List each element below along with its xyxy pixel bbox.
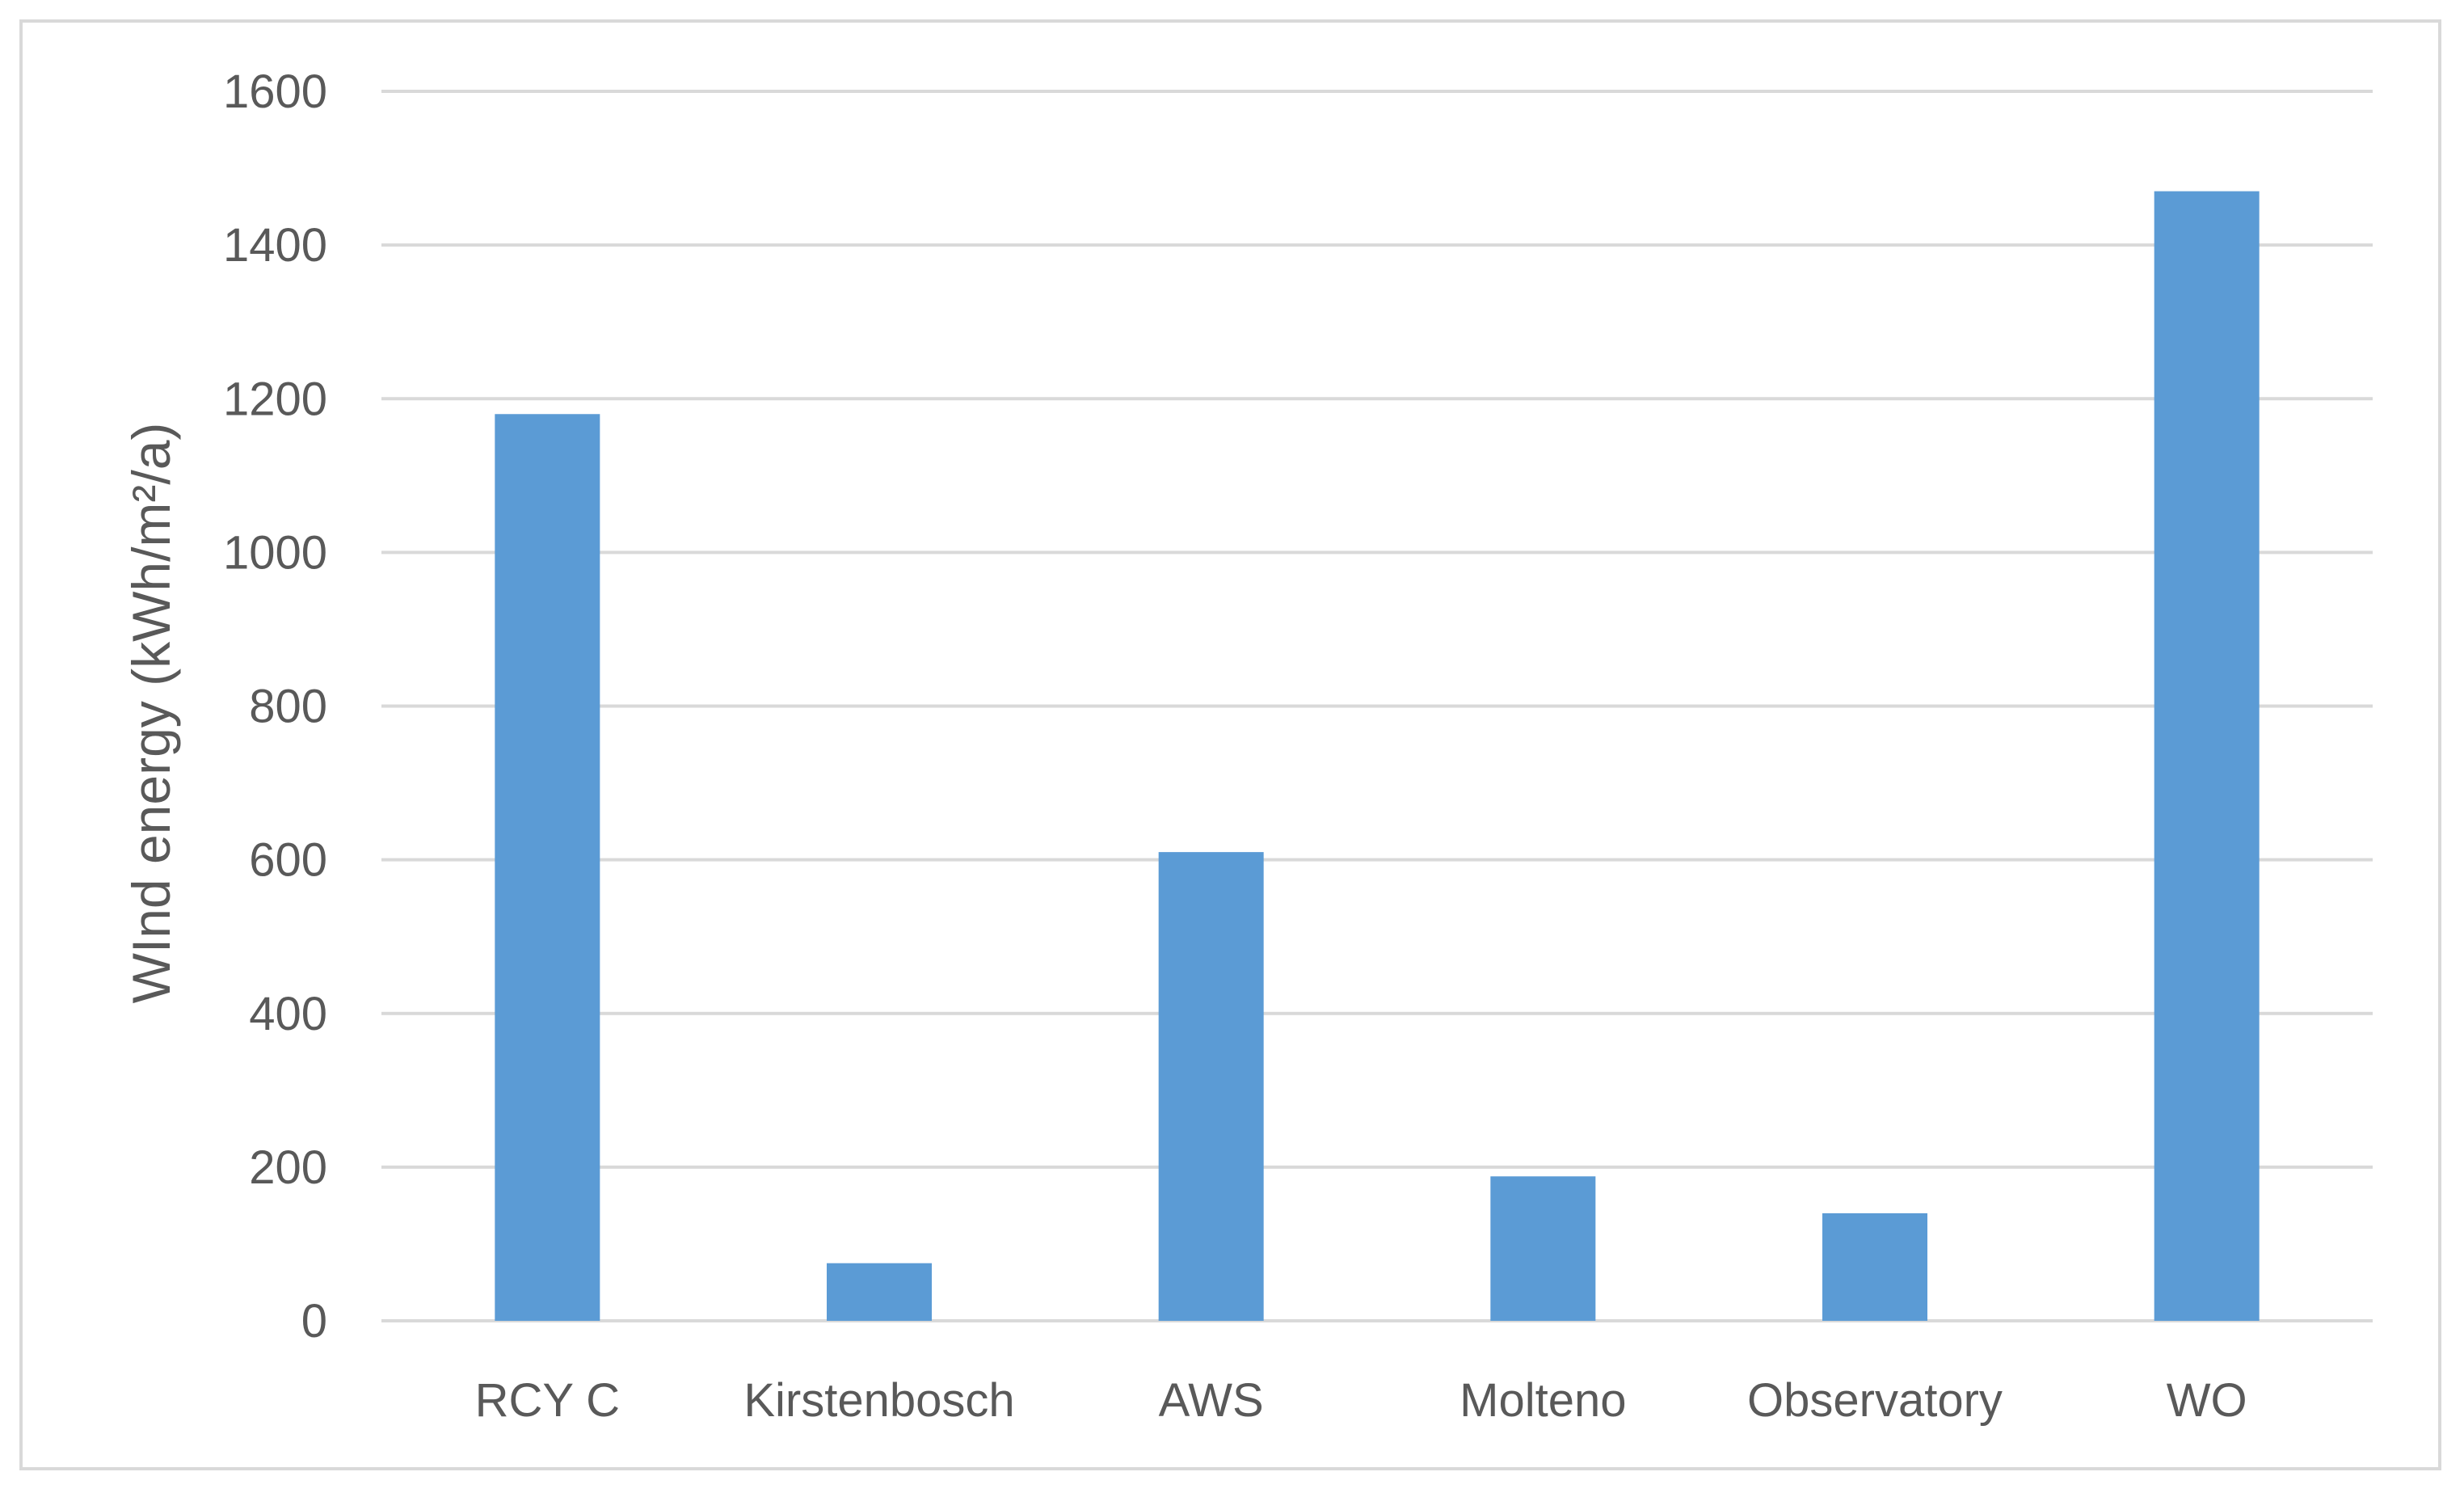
- gridlines: [381, 90, 2373, 1322]
- y-tick-label: 800: [249, 681, 327, 733]
- x-tick-label: Kirstenbosch: [743, 1374, 1014, 1427]
- x-tick-label: WO: [2167, 1374, 2247, 1427]
- y-tick-label: 1400: [223, 219, 327, 272]
- y-tick-label: 1200: [223, 373, 327, 425]
- y-tick-label: 1600: [223, 65, 327, 118]
- x-tick-label: Molteno: [1459, 1374, 1626, 1427]
- x-tick-label: Observatory: [1747, 1374, 2003, 1427]
- y-tick-label: 1000: [223, 526, 327, 579]
- x-tick-labels: RCY C Kirstenbosch AWS Molteno Observatory WO: [475, 1374, 2247, 1427]
- y-tick-label: 600: [249, 834, 327, 887]
- bar-observatory: [1822, 1213, 1927, 1321]
- x-tick-label: AWS: [1159, 1374, 1264, 1427]
- y-tick-label: 0: [301, 1295, 327, 1347]
- bar-molteno: [1490, 1176, 1596, 1321]
- y-tick-label: 200: [249, 1141, 327, 1194]
- y-tick-labels: 0 200 400 600 800 1000 1200 1400 1600: [223, 65, 327, 1347]
- bar-wo: [2154, 191, 2260, 1321]
- bar-aws: [1158, 852, 1264, 1321]
- bars: [495, 191, 2260, 1322]
- bar-rcy-c: [495, 414, 600, 1322]
- bar-kirstenbosch: [827, 1263, 932, 1321]
- x-tick-label: RCY C: [475, 1374, 620, 1427]
- y-tick-label: 400: [249, 988, 327, 1040]
- y-axis-title: WInd energy (kWh/m²/a): [121, 423, 181, 1004]
